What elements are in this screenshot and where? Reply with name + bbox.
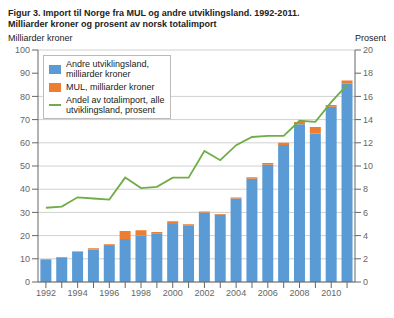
html-text:Figur 3. Import til Norge fra: Figur 3. Import til Norge fra MUL og and… [8,8,300,18]
svg-text:1992: 1992 [36,288,56,298]
svg-text:20: 20 [20,231,30,241]
svg-text:1998: 1998 [131,288,151,298]
html-text:Milliarder kroner og prosent a: Milliarder kroner og prosent av norsk to… [8,19,217,29]
html-text:Prosent: Prosent [355,33,386,43]
svg-text:2008: 2008 [290,288,310,298]
svg-text:100: 100 [15,45,30,55]
svg-text:20: 20 [363,45,373,55]
svg-text:50: 50 [20,161,30,171]
svg-text:60: 60 [20,138,30,148]
html-text:MUL, milliarder kroner: MUL, milliarder kroner [66,82,155,92]
svg-text:16: 16 [363,92,373,102]
svg-text:90: 90 [20,68,30,78]
svg-text:30: 30 [20,208,30,218]
svg-text:2006: 2006 [258,288,278,298]
svg-text:1996: 1996 [99,288,119,298]
svg-text:10: 10 [363,161,373,171]
svg-text:10: 10 [20,254,30,264]
svg-text:70: 70 [20,115,30,125]
svg-text:2: 2 [363,254,368,264]
svg-text:0: 0 [363,277,368,287]
svg-text:1994: 1994 [68,288,88,298]
svg-text:6: 6 [363,208,368,218]
svg-text:14: 14 [363,115,373,125]
svg-text:4: 4 [363,231,368,241]
svg-text:2010: 2010 [321,288,341,298]
svg-text:12: 12 [363,138,373,148]
html-text:Milliarder kroner: Milliarder kroner [8,33,73,43]
svg-text:0: 0 [25,277,30,287]
svg-text:40: 40 [20,184,30,194]
svg-text:2004: 2004 [226,288,246,298]
svg-text:2000: 2000 [163,288,183,298]
html-text:Andel av totalimport, alle utv: Andel av totalimport, alle utviklingslan… [66,95,165,115]
svg-text:18: 18 [363,68,373,78]
svg-text:8: 8 [363,184,368,194]
html-text:Andre utviklingsland, milliard: Andre utviklingsland, milliarder kroner [66,59,150,79]
svg-text:2002: 2002 [194,288,214,298]
svg-text:80: 80 [20,92,30,102]
